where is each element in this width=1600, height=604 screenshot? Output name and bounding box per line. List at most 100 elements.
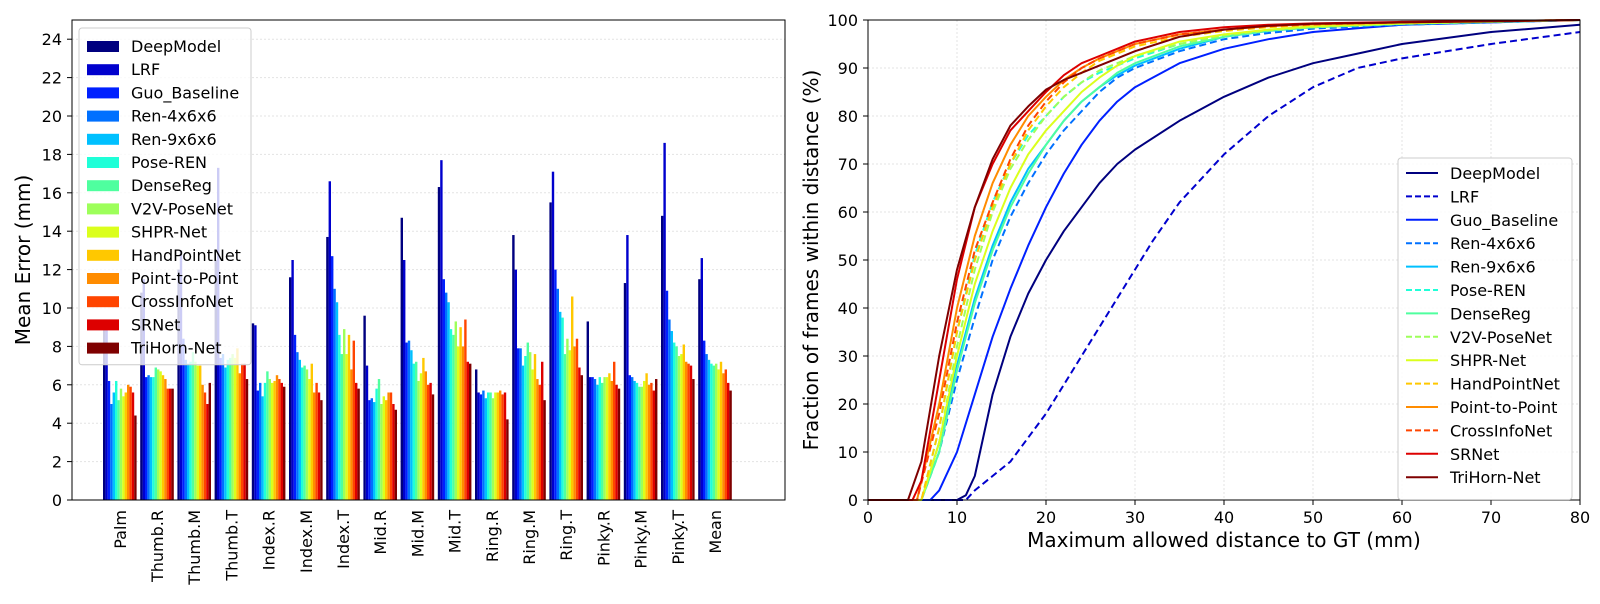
legend-swatch (87, 87, 119, 99)
bar (229, 357, 232, 500)
bar (440, 160, 443, 500)
bar-chart-bars (103, 142, 732, 501)
legend-entry-label: HandPointNet (1450, 375, 1560, 394)
bar-chart-x-tick-label: Thumb.R (148, 510, 167, 583)
bar-chart-y-tick-label: 2 (52, 453, 62, 472)
bar (598, 377, 601, 500)
bar (668, 319, 671, 500)
bar (427, 384, 430, 500)
bar (655, 379, 658, 500)
bar (482, 390, 485, 500)
bar (203, 392, 207, 500)
bar (310, 363, 313, 500)
bar (355, 382, 358, 500)
bar (461, 346, 465, 500)
legend-swatch (87, 226, 119, 238)
bar (115, 380, 118, 500)
bar (189, 361, 192, 500)
legend-entry-label: LRF (131, 60, 160, 79)
bar-chart-x-tick-label: Pinky.M (632, 510, 651, 569)
bar (561, 317, 564, 500)
bar (692, 379, 695, 500)
bar-chart-y-axis-label: Mean Error (mm) (11, 175, 35, 346)
line-chart-y-tick-label: 70 (838, 155, 858, 174)
bar (157, 369, 160, 500)
bar-chart-y-tick-label: 18 (42, 145, 62, 164)
legend-entry-label: SRNet (131, 315, 180, 334)
series-line (868, 19, 1581, 501)
bar (233, 357, 237, 500)
bar (521, 365, 525, 500)
bar (663, 142, 666, 500)
bar (568, 350, 571, 500)
bar (710, 363, 713, 500)
bar-chart-y-tick-label: 20 (42, 107, 62, 126)
bar (670, 331, 673, 500)
bar (575, 338, 579, 500)
bar (687, 363, 690, 500)
bar-chart-x-tick-label: Index.R (260, 510, 279, 570)
bar (171, 388, 174, 500)
bar-chart-x-tick-label: Mean (706, 510, 725, 554)
bar (261, 396, 264, 500)
bar (131, 392, 135, 500)
bar (517, 348, 520, 500)
line-chart-y-axis: 0 10 20 30 40 50 60 70 80 90 100 (827, 11, 868, 510)
legend-swatch (87, 133, 119, 145)
bar (635, 382, 639, 500)
bar (580, 375, 583, 500)
line-chart-x-tick-label: 80 (1570, 508, 1590, 527)
bar-chart-x-tick-label: Palm (111, 510, 130, 549)
bar (338, 334, 341, 500)
bar (707, 359, 711, 500)
bar (122, 396, 125, 500)
bar-chart-y-tick-label: 4 (52, 414, 62, 433)
bar (689, 365, 693, 500)
bar (365, 365, 369, 500)
bar (631, 377, 634, 500)
line-chart-y-tick-label: 0 (848, 491, 858, 510)
bar (254, 325, 257, 500)
bar (556, 288, 559, 500)
line-chart-x-tick-label: 40 (1214, 508, 1234, 527)
bar (326, 236, 329, 500)
bar (289, 277, 292, 500)
bar (431, 394, 435, 500)
line-chart-x-axis-label: Maximum allowed distance to GT (mm) (1027, 528, 1421, 552)
bar (194, 361, 197, 500)
bar (563, 354, 567, 500)
bar-chart-x-tick-label: Pinky.R (594, 510, 613, 566)
bar-chart-y-tick-label: 8 (52, 337, 62, 356)
bar (533, 354, 537, 500)
bar (724, 369, 727, 500)
line-chart-x-axis: 0 10 20 30 40 50 60 70 80 (863, 500, 1590, 527)
bar (665, 290, 669, 500)
bar (475, 369, 478, 500)
line-chart-y-tick-label: 30 (838, 347, 858, 366)
legend-entry-label: Pose-REN (1450, 281, 1526, 300)
bar (554, 269, 557, 500)
line-chart-y-tick-label: 50 (838, 251, 858, 270)
bar (608, 373, 611, 500)
bar (345, 354, 348, 500)
bar (191, 352, 195, 500)
bar (405, 342, 408, 500)
legend-entry-label: LRF (1450, 187, 1479, 206)
bar (640, 386, 643, 500)
series-line (868, 19, 1581, 501)
legend-entry-label: Ren-4x6x6 (1450, 234, 1536, 253)
bar (466, 361, 469, 500)
bar (184, 359, 187, 500)
bar (251, 323, 255, 500)
legend-entry-label: CrossInfoNet (131, 292, 233, 311)
bar-chart-x-tick-label: Ring.R (483, 510, 502, 562)
bar (335, 302, 339, 500)
legend-entry-label: SHPR-Net (131, 223, 207, 242)
bar (643, 380, 646, 500)
bar (464, 319, 467, 500)
line-chart-legend: DeepModel LRF Guo_Baseline Ren-4x6x6 Ren-9x6… (1397, 157, 1573, 501)
bar (147, 375, 150, 500)
bar (296, 352, 299, 500)
